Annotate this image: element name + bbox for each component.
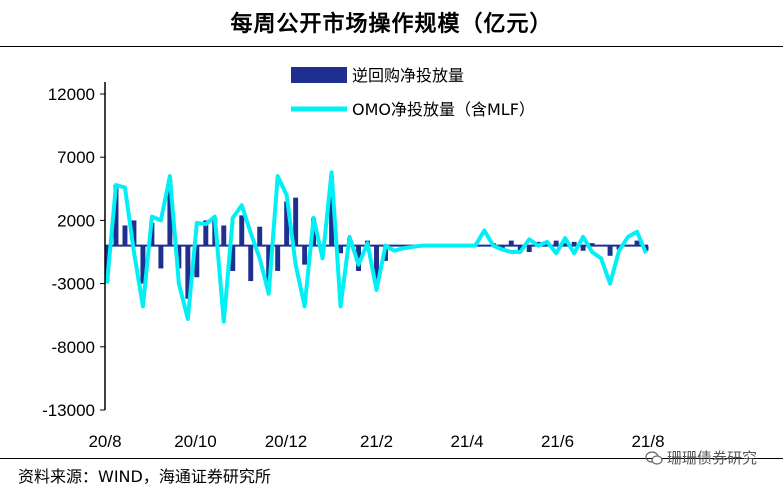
bar	[131, 220, 137, 246]
bar	[374, 245, 379, 282]
wechat-icon	[645, 450, 663, 465]
bar	[266, 245, 272, 282]
line-series	[105, 170, 648, 324]
legend-label-line: OMO净投放量（含MLF）	[352, 100, 535, 119]
omo-line	[105, 170, 648, 324]
x-tick-label: 21/4	[450, 432, 483, 451]
bar	[140, 245, 146, 284]
bar	[589, 243, 595, 246]
x-tick-label: 21/6	[541, 432, 574, 451]
bar	[113, 185, 119, 246]
x-tick-label: 21/2	[360, 432, 393, 451]
source-note: 资料来源：WIND，海通证券研究所	[18, 467, 271, 486]
page-title: 每周公开市场操作规模（亿元）	[230, 12, 553, 37]
bar	[221, 225, 227, 246]
legend-label-bar: 逆回购净投放量	[352, 66, 464, 85]
watermark-text: 珊珊债券研究	[666, 449, 757, 467]
y-tick-label: -13000	[42, 401, 95, 420]
x-tick-label: 20/10	[174, 432, 217, 451]
bar	[203, 220, 209, 246]
bar	[302, 245, 308, 265]
bar	[562, 243, 568, 246]
bar	[571, 241, 577, 246]
y-axis: 12000 7000 2000 -3000 -8000 -13000	[42, 85, 105, 420]
bar	[293, 197, 299, 246]
bar	[634, 240, 640, 246]
watermark: 珊珊债券研究	[645, 447, 757, 468]
bar	[580, 245, 586, 251]
bar	[553, 240, 559, 246]
bar	[338, 245, 344, 254]
bar	[257, 226, 263, 246]
bar	[194, 245, 200, 278]
bar	[122, 225, 128, 246]
x-tick-label: 20/8	[88, 432, 121, 451]
x-tick-label: 20/12	[265, 432, 308, 451]
bar	[275, 245, 281, 271]
y-tick-label: -8000	[52, 338, 95, 357]
y-tick-label: 7000	[57, 148, 95, 167]
footer-divider	[0, 458, 783, 459]
bar	[185, 245, 191, 299]
bar	[526, 245, 532, 252]
y-tick-label: 2000	[57, 211, 95, 230]
x-tick-label: 21/8	[631, 432, 664, 451]
bar	[284, 201, 290, 246]
bar	[230, 245, 236, 271]
bar	[239, 215, 245, 246]
bar	[248, 245, 254, 282]
bar	[508, 240, 514, 246]
legend-bar-swatch	[291, 67, 347, 83]
bar	[176, 245, 182, 269]
title-divider	[0, 46, 783, 47]
bar	[167, 179, 173, 246]
legend: 逆回购净投放量 OMO净投放量（含MLF）	[291, 66, 535, 119]
bar	[329, 176, 335, 246]
bar	[607, 245, 613, 256]
bar	[158, 245, 164, 269]
y-tick-label: -3000	[52, 275, 95, 294]
y-tick-label: 12000	[48, 85, 95, 104]
x-axis: 20/8 20/10 20/12 21/2 21/4 21/6 21/8	[88, 432, 664, 451]
